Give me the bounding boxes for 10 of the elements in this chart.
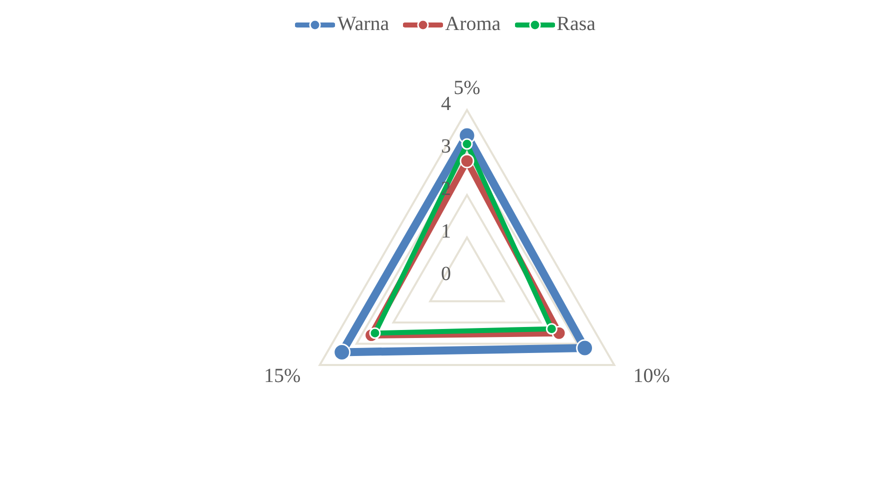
y-tick-label: 4: [441, 93, 451, 115]
spoke-label: 10%: [633, 365, 670, 387]
legend-label: Warna: [337, 13, 390, 36]
legend-label: Rasa: [556, 13, 596, 36]
legend-label: Aroma: [445, 13, 501, 36]
spoke-label: 15%: [264, 365, 301, 387]
y-tick-label: 0: [441, 263, 451, 285]
y-tick-label: 1: [441, 220, 451, 242]
spoke-label: 5%: [454, 77, 480, 99]
y-tick-label: 3: [441, 136, 451, 158]
